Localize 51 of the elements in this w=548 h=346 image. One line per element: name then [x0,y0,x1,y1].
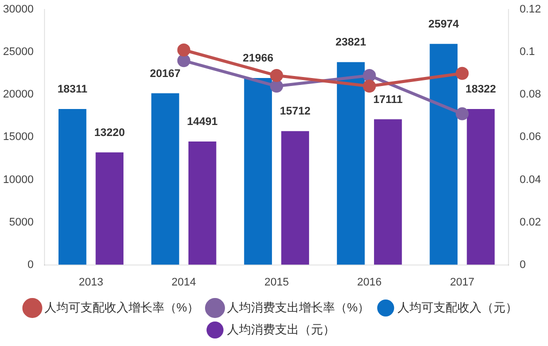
point [362,69,376,82]
y-tick-label: 0 [27,258,34,271]
data-label: 20167 [150,68,181,80]
bar [188,142,216,265]
bar [336,62,365,265]
bar [430,44,458,265]
data-label: 15712 [280,106,310,118]
bar [244,78,272,265]
bar [374,119,402,265]
point [270,69,284,82]
y-tick-label: 20000 [2,88,34,101]
x-tick-label: 2016 [357,276,382,288]
legend-label: 人均可支配收入（元） [398,300,518,314]
x-tick-label: 2014 [172,276,196,288]
point [177,44,190,57]
data-label: 18322 [465,83,496,96]
data-label: 18311 [57,84,88,96]
legend-label: 人均消费支出（元） [227,322,335,336]
y2-tick-label: 0.1 [520,46,535,58]
x-tick-label: 2013 [78,276,104,288]
y-tick-label: 30000 [2,4,34,16]
point [362,80,376,93]
legend-label: 人均消费支出增长率（%） [227,300,370,314]
y2-tick-label: 0.02 [520,216,542,228]
data-label: 14491 [187,116,218,128]
point [456,107,469,120]
y2-tick-label: 0.04 [520,174,542,186]
y-tick-label: 10000 [2,174,34,186]
y-tick-label: 25000 [2,46,34,58]
y-tick-label: 15000 [2,131,34,144]
point [177,54,190,68]
bar [96,152,124,265]
x-tick-label: 2015 [264,276,289,288]
data-label: 17111 [373,94,403,106]
y2-tick-label: 0 [520,258,526,271]
y2-tick-label: 0.08 [520,88,542,101]
point [270,80,284,93]
data-label: 13220 [94,126,125,139]
legend-label: 人均可支配收入增长率（%） [44,300,199,314]
bar [466,108,495,265]
bar [281,131,310,265]
bar [151,93,180,265]
point [456,66,469,80]
y2-tick-label: 0.12 [520,4,542,16]
data-label: 25974 [428,18,460,30]
data-label: 21966 [242,52,274,64]
y2-tick-label: 0.06 [520,131,542,144]
bar [58,109,86,265]
y-tick-label: 5000 [9,216,34,228]
x-tick-label: 2017 [450,276,474,288]
data-label: 23821 [336,36,366,49]
